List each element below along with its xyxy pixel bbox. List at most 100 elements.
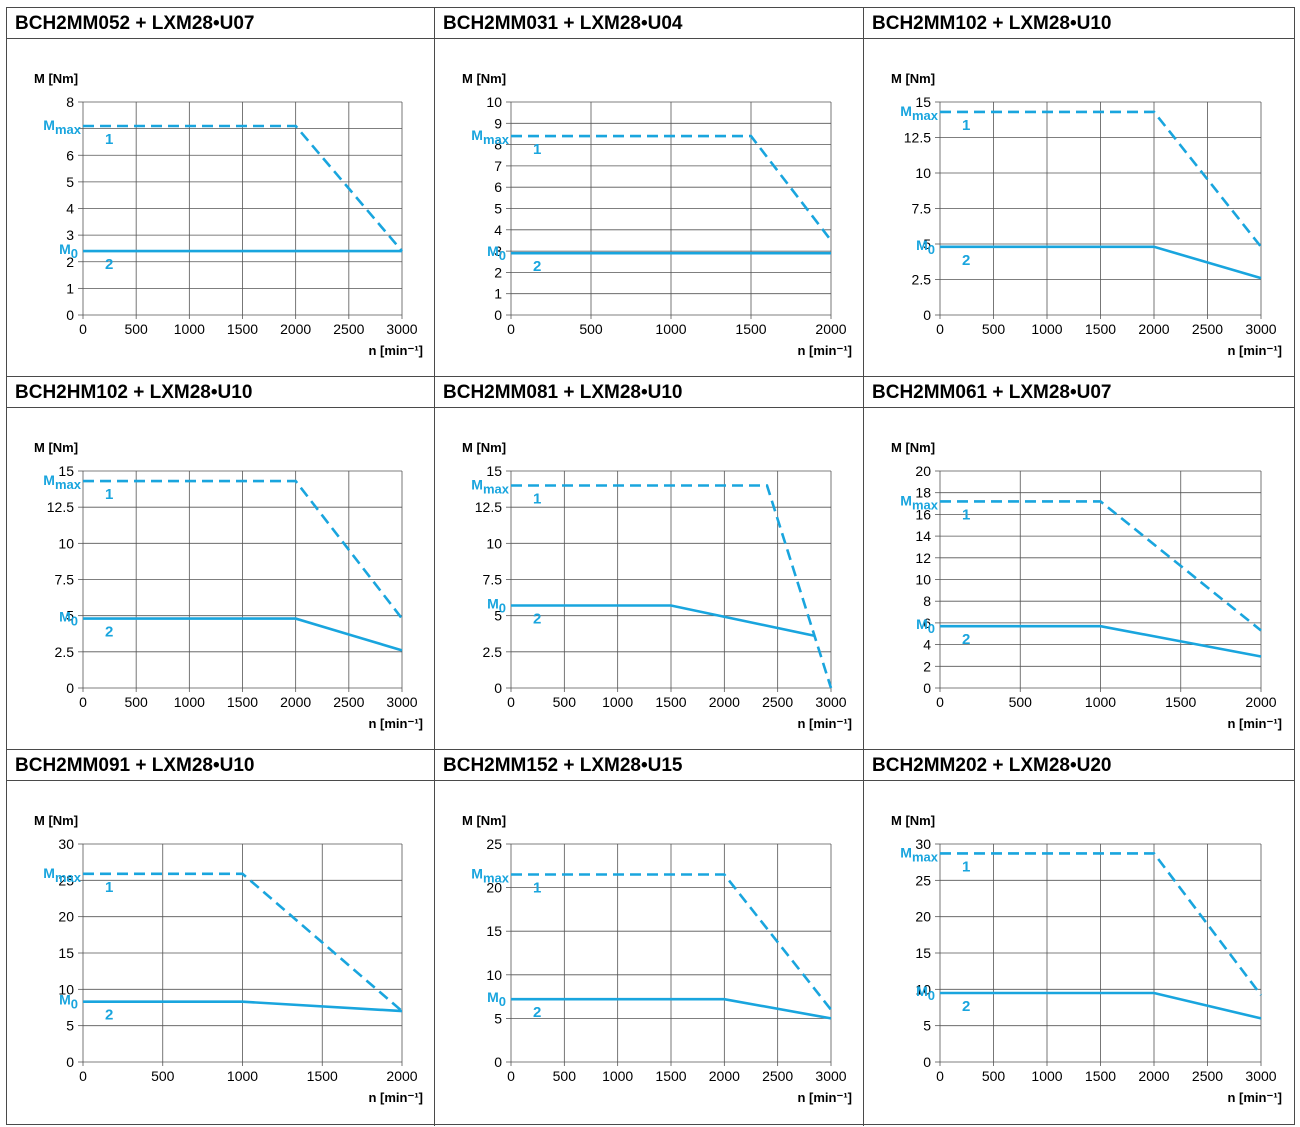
mmax-marker: Mmax	[471, 866, 509, 886]
y-tick-label: 0	[923, 680, 931, 696]
y-tick-label: 12.5	[475, 499, 502, 515]
chart-panel: BCH2MM081 + LXM28•U10 M [Nm] 0 2.5 5 7.5 10 12.…	[435, 377, 864, 750]
x-tick-label: 2000	[1245, 694, 1276, 710]
mmax-marker: Mmax	[471, 476, 509, 496]
torque-speed-chart: M [Nm] 0 2.5 5 7.5 10 12.5 15 0 500 1000 1500 2000 25…	[891, 71, 1282, 358]
y-tick-label: 10	[58, 981, 74, 997]
m0-marker: M0	[59, 609, 78, 629]
curve-label: 2	[533, 611, 541, 628]
torque-speed-chart: M [Nm] 0 2.5 5 7.5 10 12.5 15 0 500 1000 1500 2000 25…	[34, 440, 423, 731]
x-tick-label: 1500	[1165, 694, 1196, 710]
curve-label: 1	[962, 506, 970, 523]
y-axis-label: M [Nm]	[891, 813, 935, 828]
chart-title: BCH2MM052 + LXM28•U07	[7, 8, 434, 39]
y-tick-label: 10	[486, 94, 502, 110]
y-tick-label: 5	[494, 1010, 502, 1026]
y-tick-label: 18	[915, 485, 931, 501]
y-tick-label: 1	[66, 280, 74, 296]
x-tick-label: 1000	[602, 694, 633, 710]
chart-title: BCH2MM152 + LXM28•U15	[435, 750, 863, 781]
x-tick-label: 2000	[815, 321, 846, 337]
x-tick-label: 500	[982, 1068, 1006, 1084]
y-tick-label: 25	[486, 836, 502, 852]
max-torque-curve	[511, 484, 833, 689]
chart-panel: BCH2MM102 + LXM28•U10 M [Nm] 0 2.5 5 7.5 10 12.…	[864, 8, 1294, 377]
y-tick-label: 25	[915, 872, 931, 888]
x-tick-label: 0	[507, 694, 515, 710]
y-tick-label: 3	[494, 243, 502, 259]
x-tick-label: 1000	[1085, 694, 1116, 710]
y-tick-label: 30	[58, 836, 74, 852]
m0-marker: M0	[59, 992, 78, 1012]
y-tick-label: 12	[915, 550, 931, 566]
y-tick-label: 4	[494, 222, 502, 238]
y-tick-label: 30	[915, 836, 931, 852]
y-tick-label: 1	[494, 286, 502, 302]
m0-marker: M0	[916, 237, 935, 257]
y-tick-label: 0	[923, 307, 931, 323]
x-axis-label: n [min⁻¹]	[797, 716, 852, 731]
x-tick-label: 1500	[307, 1068, 338, 1084]
y-tick-label: 10	[915, 165, 931, 181]
y-tick-label: 10	[915, 572, 931, 588]
max-torque-curve	[83, 124, 403, 252]
curve-label: 1	[962, 858, 970, 875]
continuous-torque-curve	[83, 617, 403, 652]
chart-title: BCH2MM061 + LXM28•U07	[864, 377, 1294, 408]
y-tick-label: 2	[494, 264, 502, 280]
m0-marker: M0	[487, 989, 506, 1009]
torque-speed-chart: M [Nm] 0 1 2 3 4 5 6 7 8 9 10 0 500 1000 1500 2000 n [min…	[462, 71, 852, 358]
x-tick-label: 1000	[1031, 1068, 1062, 1084]
x-tick-label: 0	[507, 1068, 515, 1084]
mmax-marker: Mmax	[900, 844, 938, 864]
curve-label: 2	[533, 258, 541, 275]
x-tick-label: 0	[936, 1068, 944, 1084]
x-tick-label: 3000	[815, 694, 846, 710]
x-tick-label: 500	[1009, 694, 1033, 710]
chart-panel: BCH2MM031 + LXM28•U04 M [Nm] 0 1 2 3 4 5 6 7 8 9 10 0…	[435, 8, 864, 377]
curve-label: 2	[962, 252, 970, 269]
y-tick-label: 8	[923, 593, 931, 609]
y-tick-label: 15	[915, 945, 931, 961]
y-tick-label: 10	[486, 967, 502, 983]
curve-label: 2	[962, 998, 970, 1015]
x-axis-label: n [min⁻¹]	[797, 343, 852, 358]
x-tick-label: 2500	[333, 694, 364, 710]
x-tick-label: 0	[507, 321, 515, 337]
chart-title: BCH2MM031 + LXM28•U04	[435, 8, 863, 39]
x-tick-label: 2500	[333, 321, 364, 337]
y-tick-label: 0	[66, 307, 74, 323]
x-tick-label: 0	[936, 321, 944, 337]
y-tick-label: 20	[915, 463, 931, 479]
x-tick-label: 3000	[1245, 1068, 1276, 1084]
chart-panel: BCH2MM202 + LXM28•U20 M [Nm] 0 5 10 15 20 25 30 0…	[864, 750, 1294, 1126]
y-axis-label: M [Nm]	[891, 71, 935, 86]
torque-speed-chart: M [Nm] 0 2.5 5 7.5 10 12.5 15 0 500 1000 1500 2000 25…	[462, 440, 852, 731]
x-tick-label: 500	[553, 1068, 577, 1084]
chart-grid: BCH2MM052 + LXM28•U07 M [Nm] 0 1 2 3 4 5 6 8 0 500 1…	[6, 7, 1295, 1126]
y-tick-label: 8	[494, 137, 502, 153]
x-tick-label: 2500	[762, 1068, 793, 1084]
x-tick-label: 500	[982, 321, 1006, 337]
x-tick-label: 1500	[735, 321, 766, 337]
x-tick-label: 500	[124, 321, 148, 337]
m0-marker: M0	[59, 241, 78, 261]
x-tick-label: 1000	[655, 321, 686, 337]
max-torque-curve	[511, 873, 833, 1011]
m0-marker: M0	[916, 983, 935, 1003]
mmax-marker: Mmax	[900, 103, 938, 123]
x-axis-label: n [min⁻¹]	[368, 343, 423, 358]
chart-panel: BCH2MM152 + LXM28•U15 M [Nm] 0 5 10 15 20 25 0 50…	[435, 750, 864, 1126]
y-tick-label: 5	[494, 608, 502, 624]
x-tick-label: 0	[79, 1068, 87, 1084]
x-tick-label: 500	[579, 321, 603, 337]
x-tick-label: 1500	[655, 694, 686, 710]
y-axis-label: M [Nm]	[34, 813, 78, 828]
y-tick-label: 10	[915, 981, 931, 997]
mmax-marker: Mmax	[43, 117, 81, 137]
y-axis-label: M [Nm]	[891, 440, 935, 455]
x-tick-label: 0	[79, 321, 87, 337]
m0-marker: M0	[916, 616, 935, 636]
x-tick-label: 1500	[1085, 321, 1116, 337]
y-tick-label: 4	[66, 201, 74, 217]
